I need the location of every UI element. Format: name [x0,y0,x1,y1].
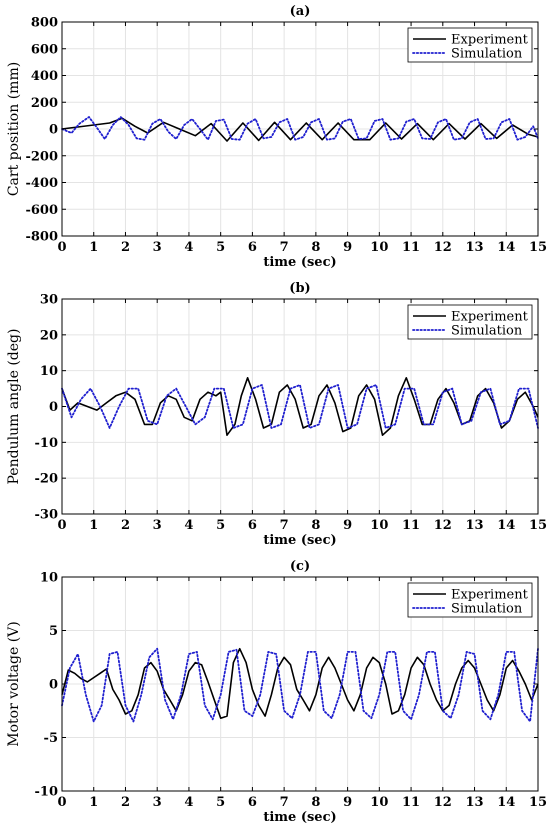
x-tick-label: 9 [343,518,352,533]
panel-b: 0 1 2 3 4 5 6 7 8 9 10 11 12 13 14 15-30-20-100102030(b… [6,281,547,548]
y-tick-label: -200 [25,149,58,164]
y-tick-label: 10 [40,571,58,586]
legend-box [407,582,533,618]
x-tick-label: 4 [184,795,193,810]
x-tick-label: 9 [343,795,352,810]
y-tick-label: -600 [25,203,58,218]
y-tick-label: 5 [49,624,58,639]
y-tick-label: -20 [35,472,59,487]
x-tick-label: 11 [402,240,420,255]
x-axis-label: time (sec) [263,810,336,825]
x-tick-label: 10 [370,795,388,810]
series-line-simulation [61,384,539,429]
x-tick-label: 15 [529,518,547,533]
x-tick-label: 5 [216,240,225,255]
y-tick-label: 0 [49,400,58,415]
y-tick-label: -30 [35,508,59,523]
x-tick-label: 3 [153,795,162,810]
x-tick-label: 13 [465,795,483,810]
y-tick-label: 20 [40,328,58,343]
x-tick-label: 4 [184,240,193,255]
legend-label-simulation: Simulation [451,324,523,339]
x-tick-label: 3 [153,518,162,533]
x-tick-label: 13 [465,518,483,533]
x-tick-label: 14 [497,795,515,810]
x-tick-label: 6 [248,240,257,255]
x-tick-label: 6 [248,795,257,810]
legend-label-simulation: Simulation [451,602,523,617]
x-axis-label: time (sec) [263,255,336,270]
legend-label-experiment: Experiment [451,310,529,325]
x-tick-label: 11 [402,795,420,810]
x-tick-label: 8 [311,240,320,255]
y-tick-label: -5 [44,731,58,746]
x-tick-label: 10 [370,518,388,533]
x-tick-label: 2 [121,518,130,533]
x-tick-label: 13 [465,240,483,255]
x-tick-label: 15 [529,240,547,255]
y-tick-label: 0 [49,123,58,138]
y-tick-label: 0 [49,678,58,693]
series-line-simulation [61,116,539,141]
legend-label-experiment: Experiment [451,33,529,48]
x-tick-label: 7 [280,795,289,810]
x-tick-label: 0 [57,795,66,810]
y-tick-label: 800 [31,16,58,31]
x-tick-label: 8 [311,518,320,533]
y-tick-label: 10 [40,364,58,379]
panel-title: (a) [290,4,311,19]
series-line-simulation [61,647,539,723]
legend-label-experiment: Experiment [451,588,529,603]
y-tick-label: -800 [25,230,58,245]
x-tick-label: 2 [121,795,130,810]
x-tick-label: 1 [89,240,98,255]
y-axis-label: Cart position (mm) [6,62,22,196]
y-axis-label: Motor voltage (V) [6,621,22,746]
panel-title: (c) [290,559,310,574]
legend-box [407,304,533,340]
x-tick-label: 2 [121,240,130,255]
x-tick-label: 7 [280,240,289,255]
x-tick-label: 1 [89,795,98,810]
panel-a: 0 1 2 3 4 5 6 7 8 9 10 11 12 13 14 15-800-600-400-20002… [6,4,547,270]
x-tick-label: 0 [57,240,66,255]
y-tick-label: 400 [31,69,58,84]
x-tick-label: 12 [434,240,452,255]
y-tick-label: 600 [31,42,58,57]
y-tick-label: -10 [35,785,59,800]
x-tick-label: 11 [402,518,420,533]
x-tick-label: 3 [153,240,162,255]
y-tick-label: -400 [25,176,58,191]
y-tick-label: 200 [31,96,58,111]
legend-box [407,27,533,63]
x-tick-label: 5 [216,518,225,533]
x-tick-label: 15 [529,795,547,810]
x-tick-label: 14 [497,240,515,255]
x-tick-label: 14 [497,518,515,533]
x-tick-label: 5 [216,795,225,810]
x-tick-label: 7 [280,518,289,533]
legend-label-simulation: Simulation [451,47,523,62]
x-tick-label: 6 [248,518,257,533]
x-tick-label: 1 [89,518,98,533]
y-tick-label: -10 [35,436,59,451]
y-axis-label: Pendulum angle (deg) [6,329,22,485]
x-tick-label: 12 [434,795,452,810]
x-tick-label: 0 [57,518,66,533]
x-tick-label: 4 [184,518,193,533]
series-line-experiment [61,647,539,720]
x-tick-label: 10 [370,240,388,255]
x-tick-label: 12 [434,518,452,533]
x-tick-label: 9 [343,240,352,255]
x-tick-label: 8 [311,795,320,810]
x-axis-label: time (sec) [263,533,336,548]
y-tick-label: 30 [40,293,58,308]
panel-title: (b) [289,281,310,296]
